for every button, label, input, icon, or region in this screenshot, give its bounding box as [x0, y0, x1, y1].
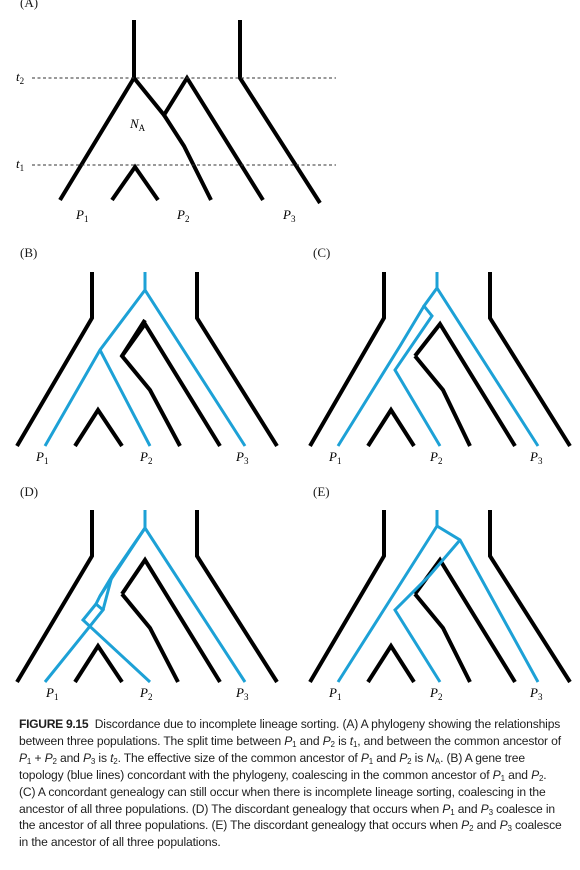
panel-d-tree: P1 P2 P3: [15, 510, 279, 702]
caption-symbol: t: [110, 750, 114, 765]
caption-run: . (C) A concordant genealogy can still o…: [19, 767, 547, 816]
panel-c-p1-label: P1: [328, 449, 341, 466]
panel-a-small: [110, 163, 160, 202]
caption-symbol: P: [82, 750, 91, 765]
panel-d-p2-label: P2: [139, 685, 152, 702]
caption-subscript: 1: [292, 739, 297, 749]
caption-subscript: 2: [538, 773, 544, 783]
caption-run: . (B) A gene tree topology (blue lines) …: [19, 750, 525, 782]
panel-e-p1-label: P1: [328, 685, 341, 702]
caption-subscript: 2: [113, 756, 118, 766]
caption-subscript: 1: [352, 739, 358, 749]
panel-e-p3-label: P3: [529, 685, 543, 702]
caption-run: +: [31, 750, 45, 765]
caption-run: Discordance due to incomplete lineage so…: [19, 717, 561, 748]
panel-label-b: (B): [20, 245, 38, 260]
panel-a-mid: [162, 113, 213, 201]
caption-subscript: 3: [488, 807, 493, 817]
panel-d-p1-label: P1: [45, 685, 58, 702]
panel-b-p2-label: P2: [139, 449, 152, 466]
caption-subscript: 1: [500, 773, 505, 783]
caption-symbol: P: [461, 818, 470, 833]
caption-run: is: [334, 733, 350, 748]
panel-e-gene-tree: [336, 510, 540, 683]
panel-e-p2-label: P2: [429, 685, 442, 702]
caption-symbol: P: [19, 750, 27, 765]
caption-symbol: N: [426, 750, 435, 765]
caption-symbol: t: [349, 733, 353, 748]
caption-symbol: P: [499, 818, 508, 833]
panel-b-tree: P1 P2 P3: [15, 272, 279, 466]
caption-symbol: P: [399, 750, 408, 765]
panel-label-a: (A): [20, 0, 39, 10]
caption-run: and: [296, 733, 323, 748]
caption-symbol: P: [44, 750, 53, 765]
caption-run: and: [473, 818, 500, 833]
panel-label-e: (E): [313, 484, 330, 499]
panel-b-p3-label: P3: [235, 449, 249, 466]
caption-symbol: P: [360, 750, 369, 765]
caption-subscript: 3: [90, 756, 96, 766]
caption-subscript: 3: [507, 824, 512, 834]
panel-e-tree: P1 P2 P3: [308, 510, 572, 702]
panel-d-p3-label: P3: [235, 685, 249, 702]
panel-a-inner: [132, 74, 265, 202]
na-label: NA: [129, 116, 146, 133]
caption-run: is: [95, 750, 111, 765]
caption-run: and: [56, 750, 83, 765]
caption-run: , and between the common ancestor of: [357, 733, 561, 748]
caption-subscript: 2: [52, 756, 57, 766]
caption-run: coalesce in the ancestor of all three po…: [19, 818, 562, 850]
panel-a-outer-right: [238, 20, 322, 205]
caption-subscript: 1: [450, 807, 455, 817]
caption-symbol: P: [492, 767, 501, 782]
caption-run: . The effective size of the common ances…: [117, 750, 361, 765]
panel-b-p1-label: P1: [35, 449, 48, 466]
caption-subscript: 2: [330, 739, 335, 749]
caption-subscript: 2: [407, 756, 412, 766]
figure-diagram: t2 t1 NA P1 P2 P3 P1 P2 P3: [15, 20, 572, 702]
panel-c-p2-label: P2: [429, 449, 442, 466]
caption-symbol: P: [284, 733, 293, 748]
caption-symbol: P: [531, 767, 539, 782]
caption-symbol: P: [480, 801, 489, 816]
caption-run: coalesce in the ancestor of all three po…: [19, 801, 555, 833]
panel-a-p3-label: P3: [282, 207, 296, 224]
caption-subscript: 2: [469, 824, 474, 834]
t1-label: t1: [16, 156, 24, 173]
caption-symbol: P: [442, 801, 451, 816]
caption-text: Discordance due to incomplete lineage so…: [19, 717, 562, 849]
caption-subscript: 1: [368, 756, 374, 766]
caption-run: is: [411, 750, 427, 765]
panel-b-gene-tree: [43, 272, 247, 447]
panel-c-p3-label: P3: [529, 449, 543, 466]
panel-a-outer-left: [58, 20, 136, 202]
panel-label-c: (C): [313, 245, 331, 260]
caption-subscript: 1: [26, 756, 32, 766]
panel-a-p1-label: P1: [75, 207, 88, 224]
panel-c-tree: P1 P2 P3: [308, 272, 572, 466]
panel-c-gene-tree: [336, 272, 540, 447]
figure-caption: FIGURE 9.15 Discordance due to incomplet…: [19, 716, 564, 851]
caption-symbol: P: [322, 733, 331, 748]
panel-a-p2-label: P2: [176, 207, 189, 224]
panel-d-gene-tree: [43, 510, 247, 684]
t2-label: t2: [16, 69, 24, 86]
caption-run: and: [373, 750, 400, 765]
caption-subscript: A: [434, 756, 441, 766]
caption-run: and: [454, 801, 481, 816]
figure-number: FIGURE 9.15: [19, 717, 89, 731]
panel-label-d: (D): [20, 484, 39, 499]
caption-run: and: [504, 767, 532, 782]
panel-a-tree: t2 t1 NA P1 P2 P3: [16, 20, 336, 224]
